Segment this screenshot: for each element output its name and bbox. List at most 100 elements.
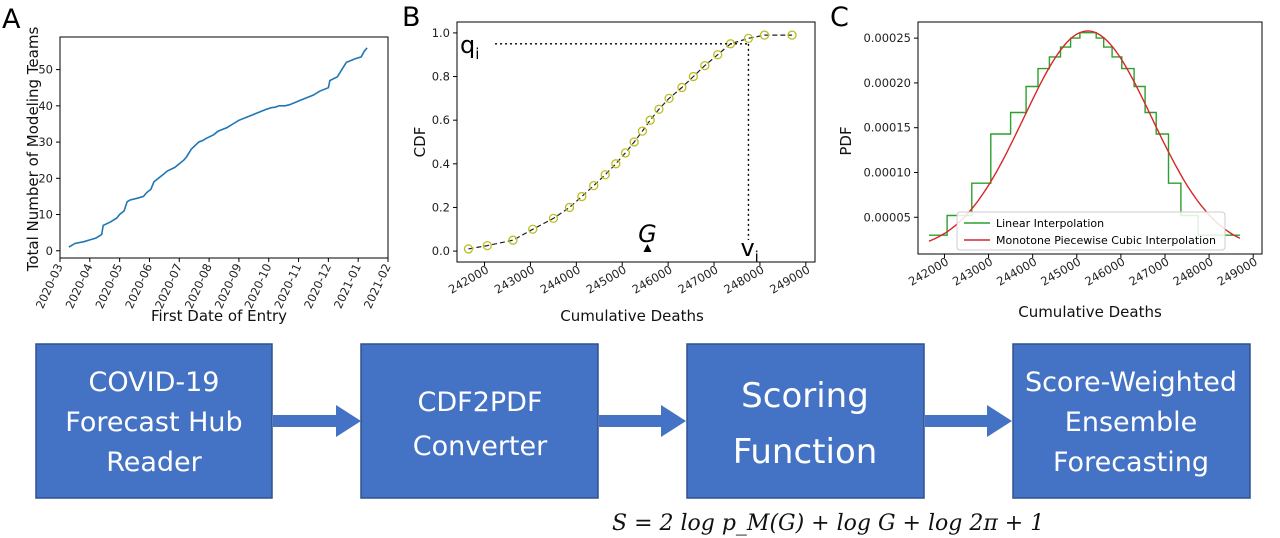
legend-label-linear: Linear Interpolation bbox=[996, 217, 1104, 230]
panel-a-x-tick-label: 2020-10 bbox=[241, 261, 274, 310]
panel-b-quantile-point bbox=[664, 93, 674, 104]
box1-line1: COVID-19 bbox=[89, 367, 220, 398]
box3-line1: Scoring bbox=[741, 376, 869, 416]
panel-b-quantile-point bbox=[700, 60, 710, 71]
panel-c-x-tick-label: 248000 bbox=[1171, 254, 1216, 288]
panel-b-y-tick-label: 0.6 bbox=[432, 113, 450, 127]
panel-b-g-marker bbox=[643, 244, 652, 252]
panel-a-x-tick-label: 2020-09 bbox=[212, 261, 245, 310]
panel-a-x-tick-label: 2021-01 bbox=[331, 261, 364, 310]
panel-b-quantile-point bbox=[654, 104, 664, 114]
panel-b-quantile-point bbox=[577, 191, 587, 202]
panel-b-quantile-point bbox=[645, 115, 655, 125]
panel-b-quantile-point bbox=[677, 82, 687, 93]
panel-b-y-tick-label: 1.0 bbox=[432, 26, 450, 40]
panel-a-y-tick-label: 30 bbox=[38, 135, 53, 149]
panel-b-quantile-point bbox=[713, 50, 723, 60]
box3-line2: Function bbox=[733, 432, 878, 472]
panel-c-frame bbox=[917, 21, 1263, 255]
box4-line2: Ensemble bbox=[1065, 407, 1197, 438]
legend-label-monotone: Monotone Piecewise Cubic Interpolation bbox=[996, 234, 1216, 247]
panel-c-x-tick-label: 249000 bbox=[1215, 254, 1260, 288]
panel-c-x-tick-label: 247000 bbox=[1126, 254, 1171, 288]
panel-c-linear-step-series bbox=[929, 32, 1240, 236]
panel-a-line-series bbox=[68, 47, 368, 248]
panel-a-y-tick-label: 40 bbox=[38, 99, 53, 113]
arrow-3 bbox=[925, 405, 1012, 437]
panel-b-x-tick-label: 243000 bbox=[492, 262, 537, 296]
panel-b-x-tick-label: 242000 bbox=[446, 262, 491, 296]
panel-b-g-label: G bbox=[638, 220, 657, 248]
panel-b-quantile-point bbox=[620, 148, 631, 158]
panel-b-quantile-point bbox=[787, 30, 797, 40]
panel-b-chart: 242000 243000 244000 245000 246000 247000 2480… bbox=[411, 21, 816, 325]
panel-b-x-tick-label: 245000 bbox=[584, 262, 629, 296]
panel-b-quantile-point bbox=[688, 71, 699, 82]
panel-a-x-tick-label: 2020-12 bbox=[301, 261, 334, 310]
panel-b-quantile-point bbox=[611, 159, 621, 169]
panel-b-y-tick-label: 0.8 bbox=[432, 70, 450, 84]
scoring-formula: S = 2 log p_M(G) + log G + log 2π + 1 bbox=[612, 511, 1044, 536]
panel-b-quantile-point bbox=[528, 224, 538, 234]
panel-c-chart: 242000 243000 244000 245000 246000 247000 2480… bbox=[837, 21, 1263, 321]
panel-c-y-tick-label: 0.00020 bbox=[863, 76, 911, 90]
box1-line2: Forecast Hub bbox=[65, 407, 242, 438]
box4-line1: Score-Weighted bbox=[1025, 367, 1237, 398]
panel-b-quantile-point bbox=[463, 244, 474, 254]
panel-c-y-tick-label: 0.00025 bbox=[863, 31, 911, 45]
panel-b-x-tick-label: 248000 bbox=[721, 262, 766, 296]
panel-a-x-tick-label: 2020-05 bbox=[92, 261, 125, 310]
panel-c-x-tick-label: 244000 bbox=[994, 254, 1039, 288]
panel-a-y-tick-label: 20 bbox=[38, 171, 53, 185]
panel-b-y-tick-label: 0.4 bbox=[432, 157, 450, 171]
panel-c-x-tick-label: 242000 bbox=[906, 254, 951, 288]
panel-c-y-axis-label: PDF bbox=[837, 126, 855, 155]
panel-c-monotone-cubic-series bbox=[928, 30, 1241, 242]
panel-letter-c: C bbox=[830, 2, 849, 33]
panel-b-quantile-point bbox=[600, 170, 610, 180]
panel-b-quantile-point bbox=[508, 235, 518, 245]
panel-c-x-axis-label: Cumulative Deaths bbox=[1018, 303, 1162, 321]
panel-a-y-axis-label: Total Number of Modeling Teams bbox=[24, 27, 42, 273]
panel-b-quantile-point bbox=[743, 33, 754, 44]
legend-box bbox=[956, 211, 1226, 251]
box-cdf2pdf-converter bbox=[360, 343, 599, 499]
panel-b-y-tick-label: 0.0 bbox=[432, 244, 450, 258]
panel-b-frame bbox=[456, 21, 816, 263]
panel-b-x-axis-label: Cumulative Deaths bbox=[560, 307, 704, 325]
panel-b-x-tick-label: 244000 bbox=[538, 262, 583, 296]
box-forecast-hub-reader bbox=[35, 343, 273, 499]
panel-b-x-tick-label: 249000 bbox=[767, 262, 812, 296]
pipeline-diagram: COVID-19 Forecast Hub Reader CDF2PDF Con… bbox=[35, 343, 1251, 499]
panel-c-y-tick-label: 0.00015 bbox=[863, 121, 911, 135]
panel-b-quantile-point bbox=[637, 126, 648, 136]
panel-a-x-tick-label: 2020-07 bbox=[152, 261, 185, 310]
panel-b-y-tick-label: 0.2 bbox=[432, 200, 450, 214]
panel-b-qi-label: qi bbox=[460, 31, 479, 63]
box2-line1: CDF2PDF bbox=[418, 387, 543, 418]
box2-line2: Converter bbox=[413, 431, 548, 462]
arrow-1 bbox=[273, 405, 361, 437]
panel-b-cdf-curve bbox=[468, 34, 793, 250]
panel-a-y-tick-label: 0 bbox=[46, 244, 53, 258]
panel-b-x-tick-label: 246000 bbox=[630, 262, 675, 296]
panel-a-x-tick-label: 2020-08 bbox=[182, 261, 215, 310]
panel-a-x-tick-label: 2021-02 bbox=[361, 261, 394, 310]
panel-a-x-tick-label: 2020-04 bbox=[63, 261, 96, 310]
panel-b-vi-label: vi bbox=[740, 234, 758, 266]
panel-b-x-tick-label: 247000 bbox=[676, 262, 721, 296]
panel-a-y-tick-label: 50 bbox=[38, 63, 53, 77]
panel-a-chart: 2020-032020-042020-052020-062020-072020-… bbox=[24, 27, 394, 325]
panel-letter-a: A bbox=[2, 4, 21, 35]
box1-line3: Reader bbox=[106, 447, 202, 478]
box-scoring-function bbox=[686, 343, 925, 499]
box-score-weighted-ensemble bbox=[1012, 343, 1251, 499]
panel-c-y-tick-label: 0.00010 bbox=[863, 165, 911, 179]
panel-b-quantile-point bbox=[548, 213, 559, 224]
panel-c-y-tick-label: 0.00005 bbox=[863, 210, 911, 224]
panel-b-quantile-point bbox=[482, 240, 492, 251]
panel-a-frame bbox=[59, 36, 389, 259]
panel-b-quantile-point bbox=[564, 202, 575, 213]
panel-c-x-tick-label: 246000 bbox=[1082, 254, 1127, 288]
panel-a-x-tick-label: 2020-11 bbox=[271, 261, 304, 310]
